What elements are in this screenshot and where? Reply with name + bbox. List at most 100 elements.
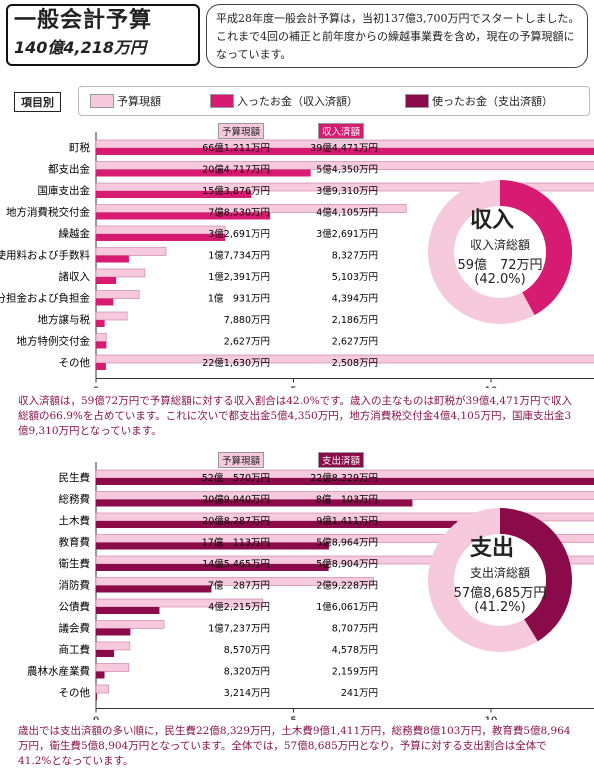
revenue-col-budget: 予算現額 bbox=[218, 123, 265, 139]
revenue-pie-title: 収入 bbox=[470, 208, 515, 233]
expenditure-category-label: 消防費 bbox=[59, 579, 91, 592]
revenue-label-actual: 5億4,350万円 bbox=[316, 164, 378, 176]
revenue-bar-actual bbox=[96, 148, 594, 155]
revenue-category-label: 地方消費税交付金 bbox=[6, 206, 90, 219]
revenue-label-actual: 8,327万円 bbox=[332, 251, 378, 262]
expenditure-pie bbox=[428, 508, 572, 652]
revenue-pie-percent: (42.0%) bbox=[474, 272, 526, 287]
expenditure-label-budget: 3,214万円 bbox=[224, 688, 270, 699]
revenue-label-budget: 66億1,211万円 bbox=[202, 142, 270, 154]
expenditure-bar-budget bbox=[95, 641, 131, 651]
expenditure-label-actual: 5億8,964万円 bbox=[316, 537, 378, 549]
revenue-paragraph: 収入済額は，59億72万円で予算総額に対する収入割合は42.0%です。歳入の主な… bbox=[18, 395, 572, 437]
expenditure-col-actual: 支出済額 bbox=[318, 452, 365, 468]
revenue-category-label: 町税 bbox=[69, 141, 90, 154]
expenditure-label-actual: 8,707万円 bbox=[332, 624, 378, 635]
revenue-bar-actual bbox=[96, 277, 117, 284]
legend-label-budget: 予算現額 bbox=[117, 95, 161, 108]
page-title: 一般会計予算 bbox=[14, 8, 153, 33]
revenue-label-budget: 20億4,717万円 bbox=[202, 164, 270, 176]
intro-text: 平成28年度一般会計予算は，当初137億3,700万円でスタートしました。これま… bbox=[216, 12, 580, 61]
expenditure-pie-percent: (41.2%) bbox=[474, 600, 526, 615]
revenue-x-tick-label: 5 bbox=[290, 386, 296, 389]
expenditure-paragraph: 歳出では支出済額の多い順に，民生費22億8,329万円，土木費9億1,411万円… bbox=[18, 725, 571, 767]
expenditure-bar-actual bbox=[96, 585, 212, 593]
expenditure-bar-budget bbox=[95, 684, 109, 694]
revenue-label-actual: 4,394万円 bbox=[332, 294, 378, 305]
expenditure-label-actual: 1億6,061万円 bbox=[316, 601, 378, 613]
expenditure-category-label: 商工費 bbox=[59, 643, 91, 656]
revenue-label-budget: 15億3,876万円 bbox=[202, 185, 270, 197]
expenditure-category-label: 民生費 bbox=[59, 471, 91, 484]
revenue-label-actual: 5,103万円 bbox=[332, 272, 378, 283]
expenditure-pie-slice bbox=[500, 508, 572, 642]
title-box bbox=[6, 4, 200, 66]
revenue-category-label: 国庫支出金 bbox=[38, 184, 91, 197]
expenditure-label-actual: 22億8,329万円 bbox=[310, 472, 378, 484]
revenue-bar-budget bbox=[95, 268, 146, 278]
expenditure-category-label: 衛生費 bbox=[59, 557, 91, 570]
revenue-label-actual: 2,186万円 bbox=[332, 315, 378, 326]
intro-box bbox=[206, 4, 588, 68]
expenditure-label-budget: 14億5,465万円 bbox=[202, 558, 270, 570]
legend-swatch-revenue bbox=[210, 94, 234, 108]
expenditure-bar-actual bbox=[96, 478, 594, 485]
revenue-label-actual: 3億2,691万円 bbox=[316, 228, 378, 240]
expenditure-label-actual: 9億1,411万円 bbox=[316, 515, 378, 527]
revenue-bar-actual bbox=[96, 212, 271, 220]
expenditure-bar-budget bbox=[95, 491, 594, 500]
expenditure-category-label: 公債費 bbox=[59, 600, 91, 613]
expenditure-bar-budget bbox=[95, 663, 130, 672]
revenue-bar-actual bbox=[96, 255, 129, 263]
revenue-bar-budget bbox=[95, 182, 594, 192]
revenue-category-label: 地方特例交付金 bbox=[17, 335, 91, 348]
revenue-pie-slice bbox=[500, 180, 572, 316]
expenditure-category-label: 土木費 bbox=[59, 514, 91, 527]
expenditure-label-actual: 5億8,904万円 bbox=[316, 558, 378, 570]
expenditure-bar-actual bbox=[96, 542, 329, 550]
revenue-bar-budget bbox=[95, 333, 107, 342]
revenue-pie-amount: 59億 72万円 bbox=[457, 258, 543, 273]
revenue-col-actual: 収入済額 bbox=[318, 123, 365, 139]
legend-swatch-expenditure bbox=[405, 94, 429, 108]
expenditure-x-tick-label: 5 bbox=[290, 716, 296, 721]
revenue-label-budget: 1億2,391万円 bbox=[208, 271, 270, 283]
revenue-category-label: 分担金および負担金 bbox=[0, 292, 90, 305]
expenditure-pie-hole bbox=[454, 534, 546, 626]
expenditure-pie-label: 支出済総額 bbox=[469, 566, 530, 580]
expenditure-label-actual: 8億 103万円 bbox=[316, 494, 378, 506]
expenditure-label-budget: 20億8,287万円 bbox=[202, 515, 270, 527]
revenue-category-label: その他 bbox=[59, 356, 91, 369]
expenditure-bar-actual bbox=[96, 521, 458, 528]
expenditure-label-actual: 2億9,228万円 bbox=[316, 580, 378, 592]
expenditure-label-budget: 20億9,940万円 bbox=[202, 494, 270, 506]
expenditure-category-label: 議会費 bbox=[59, 622, 91, 635]
expenditure-category-label: 教育費 bbox=[59, 536, 91, 549]
revenue-x-tick-label: 0 bbox=[93, 386, 99, 389]
revenue-bar-actual bbox=[96, 363, 106, 370]
revenue-category-label: 繰越金 bbox=[59, 227, 91, 240]
revenue-category-label: 地方譲与税 bbox=[38, 313, 91, 326]
revenue-bar-actual bbox=[96, 341, 107, 349]
expenditure-bar-actual bbox=[96, 671, 105, 679]
expenditure-label-budget: 8,320万円 bbox=[224, 667, 270, 678]
revenue-label-actual: 2,627万円 bbox=[332, 337, 378, 348]
expenditure-bar-actual bbox=[96, 693, 97, 700]
expenditure-x-tick-label: 0 bbox=[93, 716, 99, 721]
expenditure-label-budget: 1億7,237万円 bbox=[208, 623, 270, 635]
expenditure-label-budget: 52億 570万円 bbox=[202, 472, 270, 484]
page-subtitle: 140億4,218万円 bbox=[14, 38, 147, 57]
expenditure-bar-actual bbox=[96, 564, 329, 571]
expenditure-category-label: 農林水産業費 bbox=[27, 665, 90, 678]
expenditure-category-label: 総務費 bbox=[59, 493, 91, 506]
revenue-bar-actual bbox=[96, 169, 311, 177]
revenue-bar-budget bbox=[95, 161, 594, 170]
legend-label-revenue: 入ったお金（収入済額） bbox=[237, 95, 358, 108]
revenue-bar-budget bbox=[95, 290, 140, 299]
revenue-label-budget: 7億8,530万円 bbox=[208, 207, 270, 219]
revenue-bar-budget bbox=[95, 225, 226, 235]
legend-category-label: 項目別 bbox=[14, 92, 61, 112]
expenditure-label-actual: 2,159万円 bbox=[332, 667, 378, 678]
expenditure-category-label: その他 bbox=[59, 686, 91, 699]
expenditure-label-budget: 17億 113万円 bbox=[202, 537, 270, 549]
